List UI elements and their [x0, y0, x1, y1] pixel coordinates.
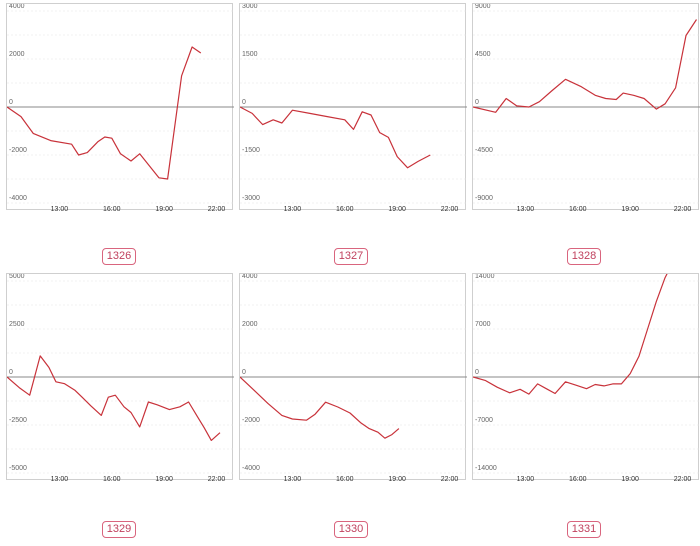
y-tick-label: 0 [475, 99, 479, 106]
y-tick-label: -14000 [475, 465, 497, 472]
y-tick-label: 0 [9, 369, 13, 376]
y-tick-label: -9000 [475, 195, 493, 202]
x-tick-label: 16:00 [569, 476, 587, 481]
x-tick-label: 19:00 [155, 476, 173, 481]
line-chart: 14000 7000 0 -7000 -14000 13:00 16:00 19:00 22:0… [473, 274, 700, 481]
x-tick-label: 13:00 [517, 476, 535, 481]
x-tick-label: 22:00 [441, 476, 459, 481]
line-chart: 5000 2500 0 -2500 -5000 13:00 16:00 19:00 22:00 [7, 274, 234, 481]
x-tick-label: 22:00 [208, 476, 226, 481]
y-tick-label: -4000 [242, 465, 260, 472]
x-tick-label: 22:00 [441, 206, 459, 211]
y-tick-label: -4000 [9, 195, 27, 202]
series-line [240, 106, 431, 169]
chart-panel-1331: 14000 7000 0 -7000 -14000 13:00 16:00 19:00 22:0… [472, 273, 700, 481]
chart-label-badge: 1329 [102, 521, 136, 538]
x-tick-label: 22:00 [674, 206, 692, 211]
chart-label-badge: 1330 [334, 521, 368, 538]
chart-label-badge: 1326 [102, 248, 136, 265]
line-chart: 4000 2000 0 -2000 -4000 13:00 16:00 19:00 22:00 [7, 4, 234, 211]
line-chart: 3000 1500 0 -1500 -3000 13:00 16:00 19:00 22:00 [240, 4, 467, 211]
series-line [473, 274, 668, 395]
x-tick-label: 16:00 [103, 476, 121, 481]
y-tick-label: 7000 [475, 321, 491, 328]
y-tick-label: 0 [242, 99, 246, 106]
line-chart: 9000 4500 0 -4500 -9000 13:00 16:00 19:00 22:00 [473, 4, 700, 211]
chart-panel-1330: 4000 2000 0 -2000 -4000 13:00 16:00 19:00 22:00 [239, 273, 467, 481]
x-tick-label: 16:00 [103, 206, 121, 211]
y-tick-label: -5000 [9, 465, 27, 472]
y-tick-label: 4000 [9, 4, 25, 10]
x-tick-label: 19:00 [155, 206, 173, 211]
x-tick-label: 13:00 [284, 476, 302, 481]
y-tick-label: 0 [9, 99, 13, 106]
y-tick-label: -7000 [475, 417, 493, 424]
chart-panel-1329: 5000 2500 0 -2500 -5000 13:00 16:00 19:00 22:00 [6, 273, 234, 481]
series-line [7, 355, 221, 441]
x-tick-label: 16:00 [336, 206, 354, 211]
chart-panel-1327: 3000 1500 0 -1500 -3000 13:00 16:00 19:00 22:00 [239, 3, 467, 211]
chart-label-badge: 1327 [334, 248, 368, 265]
chart-panel-1326: 4000 2000 0 -2000 -4000 13:00 16:00 19:00 22:00 [6, 3, 234, 211]
x-tick-label: 22:00 [674, 476, 692, 481]
y-tick-label: -4500 [475, 147, 493, 154]
y-tick-label: 3000 [242, 4, 258, 10]
series-line [240, 376, 400, 439]
series-line [473, 19, 698, 113]
x-tick-label: 13:00 [51, 206, 69, 211]
y-tick-label: -2500 [9, 417, 27, 424]
chart-label-badge: 1328 [567, 248, 601, 265]
x-tick-label: 19:00 [621, 476, 639, 481]
y-tick-label: -2000 [242, 417, 260, 424]
y-tick-label: 5000 [9, 274, 25, 280]
series-line [7, 46, 202, 180]
x-tick-label: 13:00 [517, 206, 535, 211]
y-tick-label: 14000 [475, 274, 495, 280]
x-tick-label: 13:00 [51, 476, 69, 481]
y-tick-label: 4000 [242, 274, 258, 280]
y-tick-label: 1500 [242, 51, 258, 58]
x-tick-label: 16:00 [336, 476, 354, 481]
chart-label-badge: 1331 [567, 521, 601, 538]
x-tick-label: 22:00 [208, 206, 226, 211]
y-tick-label: 0 [475, 369, 479, 376]
y-tick-label: 2000 [9, 51, 25, 58]
x-tick-label: 19:00 [621, 206, 639, 211]
chart-panel-1328: 9000 4500 0 -4500 -9000 13:00 16:00 19:00 22:00 [472, 3, 700, 211]
y-tick-label: -1500 [242, 147, 260, 154]
y-tick-label: 0 [242, 369, 246, 376]
x-tick-label: 16:00 [569, 206, 587, 211]
line-chart: 4000 2000 0 -2000 -4000 13:00 16:00 19:00 22:00 [240, 274, 467, 481]
x-tick-label: 13:00 [284, 206, 302, 211]
y-tick-label: 9000 [475, 4, 491, 10]
y-tick-label: 4500 [475, 51, 491, 58]
x-tick-label: 19:00 [388, 476, 406, 481]
y-tick-label: -2000 [9, 147, 27, 154]
y-tick-label: -3000 [242, 195, 260, 202]
y-tick-label: 2000 [242, 321, 258, 328]
y-tick-label: 2500 [9, 321, 25, 328]
x-tick-label: 19:00 [388, 206, 406, 211]
